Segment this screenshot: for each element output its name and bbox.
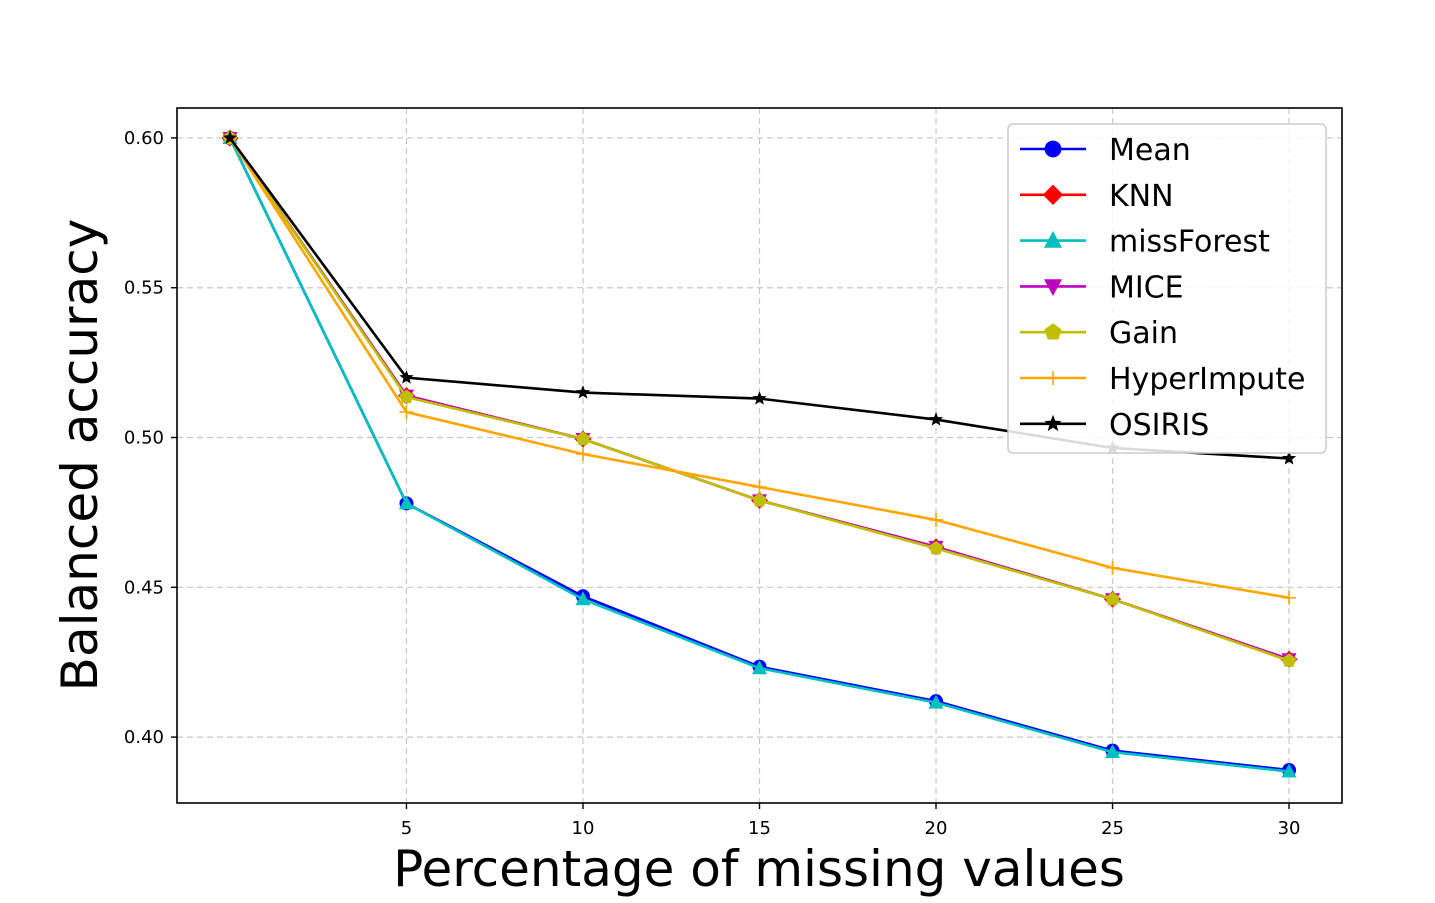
legend-label: MICE [1109,270,1184,305]
data-point [1281,451,1297,465]
x-tick-label: 10 [572,818,595,839]
data-point [928,540,944,555]
data-point [1281,763,1297,778]
legend-box [1007,123,1327,454]
x-tick-label: 5 [401,818,412,839]
legend-label: HyperImpute [1109,362,1306,397]
ticks-layer: 5 10 15 20 25 30 0.40 0.45 0.50 0.55 0.60 [124,128,1301,839]
y-axis-title: Balanced accuracy [51,219,109,692]
y-tick-label: 0.50 [124,428,164,449]
data-point [575,591,591,606]
legend-label: OSIRIS [1109,408,1209,443]
data-point [399,389,414,404]
legend-entry: OSIRIS [1020,408,1209,443]
legend-entry: MICE [1020,270,1184,305]
legend-entry: Gain [1020,316,1178,351]
data-point [752,391,767,405]
data-point [222,130,238,145]
legend-entries: Mean KNN missForest MICE Gain HyperImpute OSIR… [1020,133,1306,443]
data-point [928,412,944,426]
y-tick-label: 0.45 [124,577,164,598]
legend-marker [1044,279,1062,296]
grid-layer [177,108,1342,803]
data-point [928,694,944,709]
y-tick-label: 0.55 [124,278,164,299]
legend-label: KNN [1109,179,1174,214]
data-point [399,370,414,384]
legend-marker [1042,184,1064,205]
data-point [929,512,944,527]
legend-label: missForest [1109,225,1270,260]
data-point [575,431,591,446]
legend-label: Gain [1109,316,1178,351]
legend-entry: Mean [1020,133,1191,168]
data-point [1281,653,1297,667]
data-point [1105,560,1120,575]
x-axis-title: Percentage of missing values [393,840,1125,898]
x-tick-label: 30 [1278,818,1301,839]
legend-marker [1044,323,1062,340]
legend-label: Mean [1109,133,1191,168]
data-point [399,405,414,420]
x-tick-label: 20 [925,818,948,839]
legend-marker [1046,371,1060,385]
legend-entry: missForest [1020,225,1270,260]
y-tick-label: 0.40 [124,727,164,748]
data-point [398,495,414,510]
x-tick-label: 15 [748,818,771,839]
data-point [1105,744,1121,759]
legend: Mean KNN missForest MICE Gain HyperImpute OSIR… [1007,123,1327,454]
data-point [752,479,767,494]
y-tick-label: 0.60 [124,128,164,149]
legend-marker [1044,414,1062,432]
legend-marker [1044,140,1062,158]
x-tick-label: 25 [1101,818,1124,839]
legend-entry: KNN [1020,179,1174,214]
data-point [752,492,767,507]
legend-marker [1044,231,1062,248]
series-hyperimpute [222,130,1297,605]
data-point [1105,591,1120,606]
data-point [1282,590,1297,605]
data-point [752,660,767,675]
data-point [575,385,591,399]
data-point [575,447,590,462]
legend-entry: HyperImpute [1020,362,1306,397]
